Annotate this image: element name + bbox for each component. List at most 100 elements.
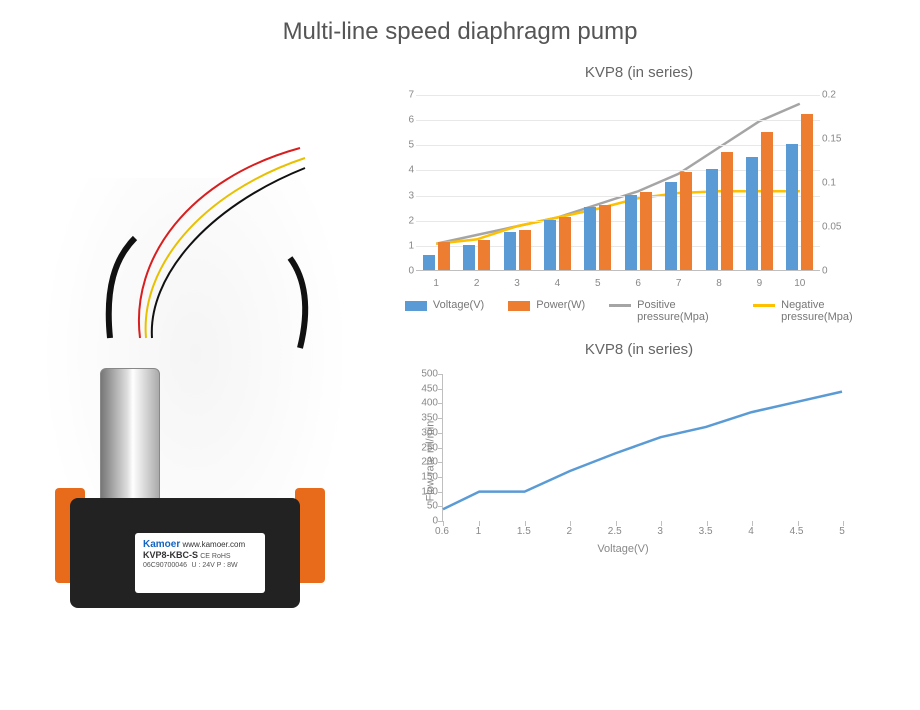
legend-negative: Negative pressure(Mpa) bbox=[753, 299, 873, 323]
chart1-yleft-tick: 3 bbox=[398, 190, 414, 201]
chart1-yright-tick: 0.15 bbox=[822, 134, 854, 145]
chart1-area: 0123456700.050.10.150.212345678910 bbox=[388, 91, 858, 291]
chart2-x-tick: 2 bbox=[566, 526, 572, 537]
chart2-x-tick: 3.5 bbox=[699, 526, 713, 537]
chart2-y-tick: 200 bbox=[416, 457, 438, 468]
chart1-power-bar bbox=[721, 152, 733, 270]
chart1-power-bar bbox=[640, 192, 652, 270]
chart1-title: KVP8 (in series) bbox=[378, 64, 900, 81]
chart1-gridline bbox=[416, 145, 820, 146]
chart1-yleft-tick: 0 bbox=[398, 266, 414, 277]
chart1-voltage-bar bbox=[463, 245, 475, 270]
chart1-power-bar bbox=[599, 205, 611, 270]
chart1-voltage-bar bbox=[504, 232, 516, 270]
chart2-y-tick: 100 bbox=[416, 486, 438, 497]
pump-serial: 06C90700046 bbox=[143, 562, 187, 569]
chart1-x-tick: 9 bbox=[757, 278, 763, 289]
chart2-y-tick: 300 bbox=[416, 427, 438, 438]
chart2-xlabel: Voltage(V) bbox=[597, 543, 648, 555]
pump-electrical: U : 24V P : 8W bbox=[191, 562, 237, 569]
chart2-x-tick: 5 bbox=[839, 526, 845, 537]
product-wires bbox=[100, 138, 320, 358]
chart1-x-tick: 8 bbox=[716, 278, 722, 289]
chart1-x-tick: 4 bbox=[555, 278, 561, 289]
chart1-voltage-bar bbox=[625, 195, 637, 270]
chart1-x-tick: 6 bbox=[635, 278, 641, 289]
chart1-yleft-tick: 5 bbox=[398, 140, 414, 151]
pump-brand: Kamoer bbox=[143, 539, 180, 550]
chart1-voltage-bar bbox=[665, 182, 677, 270]
chart1-plot bbox=[416, 95, 820, 271]
chart1-yright-tick: 0.2 bbox=[822, 90, 854, 101]
product-column: Kamoer www.kamoer.com KVP8-KBC-S CE RoHS… bbox=[20, 58, 360, 638]
chart2-y-tick: 450 bbox=[416, 383, 438, 394]
pump-cert: CE RoHS bbox=[200, 553, 230, 560]
chart2-y-tick: 50 bbox=[416, 501, 438, 512]
chart1-power-bar bbox=[519, 230, 531, 270]
page-title: Multi-line speed diaphragm pump bbox=[0, 0, 920, 58]
legend-voltage: Voltage(V) bbox=[405, 299, 484, 323]
chart2-area: Flow rate ml/min Voltage(V) 050100150200… bbox=[388, 368, 858, 553]
chart1-yright-tick: 0 bbox=[822, 266, 854, 277]
chart1-yleft-tick: 1 bbox=[398, 240, 414, 251]
chart2-y-tickmark bbox=[438, 477, 443, 478]
chart1-yleft-tick: 7 bbox=[398, 90, 414, 101]
legend-label-negative: Negative pressure(Mpa) bbox=[781, 299, 873, 323]
chart2-y-tick: 150 bbox=[416, 471, 438, 482]
chart2-x-tick: 4 bbox=[748, 526, 754, 537]
chart1-power-bar bbox=[761, 132, 773, 270]
chart2-y-tickmark bbox=[438, 492, 443, 493]
chart1-power-bar bbox=[559, 217, 571, 270]
chart1-legend: Voltage(V) Power(W) Positive pressure(Mp… bbox=[378, 299, 900, 323]
chart2-line-svg bbox=[443, 374, 842, 521]
pump-cylinder bbox=[100, 368, 160, 508]
chart1-gridline bbox=[416, 246, 820, 247]
chart1-power-bar bbox=[801, 114, 813, 270]
chart2-y-tick: 250 bbox=[416, 442, 438, 453]
product-photo: Kamoer www.kamoer.com KVP8-KBC-S CE RoHS… bbox=[40, 78, 350, 638]
chart1-block: KVP8 (in series) 0 1 2 3 4 5 6 7 0 0.05 0.1 0.15 0.2… bbox=[378, 64, 900, 323]
chart1-x-tick: 5 bbox=[595, 278, 601, 289]
chart2-y-tickmark bbox=[438, 448, 443, 449]
chart2-y-tick: 500 bbox=[416, 369, 438, 380]
chart2-y-tickmark bbox=[438, 433, 443, 434]
pump-label-sticker: Kamoer www.kamoer.com KVP8-KBC-S CE RoHS… bbox=[135, 533, 265, 593]
chart1-power-bar bbox=[680, 172, 692, 270]
chart2-series-line bbox=[443, 392, 842, 510]
chart2-plot bbox=[442, 374, 842, 521]
chart1-yright-tick: 0.1 bbox=[822, 178, 854, 189]
chart2-block: KVP8 (in series) Flow rate ml/min Voltag… bbox=[378, 341, 900, 553]
chart1-voltage-bar bbox=[706, 169, 718, 270]
chart1-voltage-bar bbox=[746, 157, 758, 270]
chart1-gridline bbox=[416, 196, 820, 197]
chart1-yright-tick: 0.05 bbox=[822, 222, 854, 233]
chart1-x-tick: 10 bbox=[794, 278, 805, 289]
chart2-y-tick: 350 bbox=[416, 413, 438, 424]
chart1-voltage-bar bbox=[423, 255, 435, 270]
legend-power: Power(W) bbox=[508, 299, 585, 323]
chart1-yleft-tick: 4 bbox=[398, 165, 414, 176]
chart2-title: KVP8 (in series) bbox=[378, 341, 900, 358]
legend-positive: Positive pressure(Mpa) bbox=[609, 299, 729, 323]
chart2-x-tick: 0.6 bbox=[435, 526, 449, 537]
chart1-gridline bbox=[416, 170, 820, 171]
chart1-x-tick: 1 bbox=[433, 278, 439, 289]
chart2-x-tick: 2.5 bbox=[608, 526, 622, 537]
chart2-y-tickmark bbox=[438, 418, 443, 419]
legend-swatch-voltage bbox=[405, 301, 427, 311]
legend-swatch-positive bbox=[609, 304, 631, 307]
chart2-y-tick: 400 bbox=[416, 398, 438, 409]
chart2-y-tick: 0 bbox=[416, 516, 438, 527]
chart2-x-tick: 4.5 bbox=[790, 526, 804, 537]
legend-swatch-negative bbox=[753, 304, 775, 307]
chart2-y-tickmark bbox=[438, 506, 443, 507]
chart1-power-bar bbox=[438, 242, 450, 270]
legend-label-voltage: Voltage(V) bbox=[433, 299, 484, 311]
chart2-x-tick: 1 bbox=[476, 526, 482, 537]
chart1-voltage-bar bbox=[544, 220, 556, 270]
chart1-voltage-bar bbox=[786, 144, 798, 270]
chart1-yleft-tick: 2 bbox=[398, 215, 414, 226]
chart1-gridline bbox=[416, 221, 820, 222]
chart2-x-tick: 3 bbox=[657, 526, 663, 537]
chart2-y-tickmark bbox=[438, 389, 443, 390]
